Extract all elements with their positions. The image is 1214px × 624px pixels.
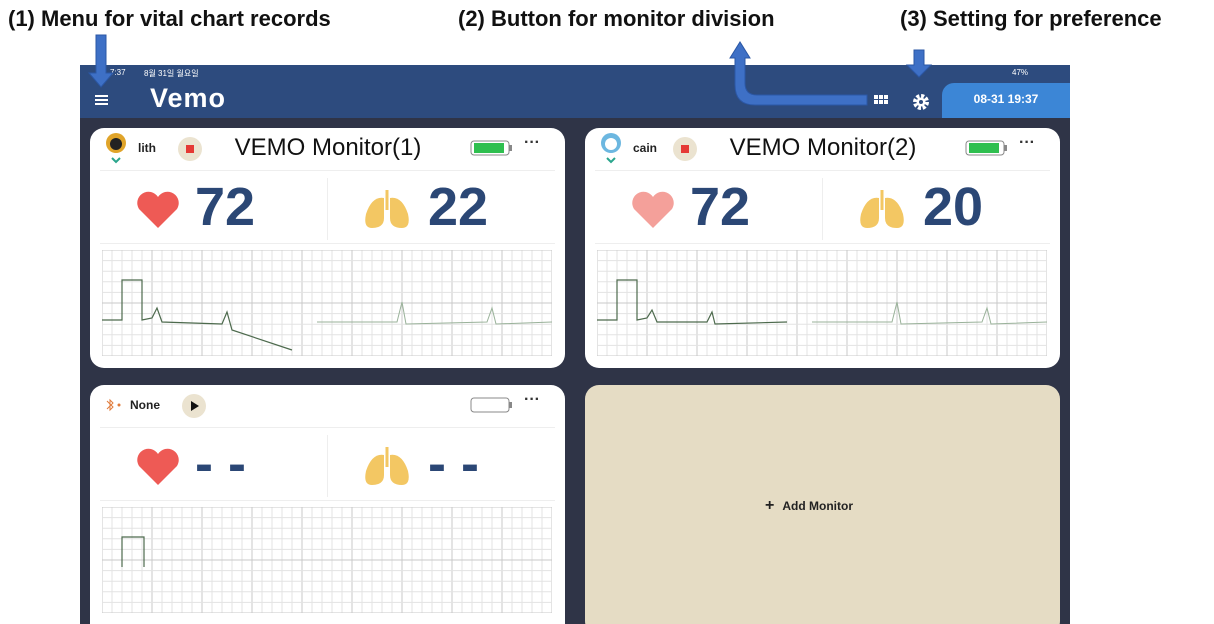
user-name: None	[130, 398, 160, 412]
heart-icon	[135, 190, 181, 230]
annotation: (1) Menu for vital chart records	[8, 6, 331, 32]
user-name: cain	[633, 141, 657, 155]
annotation: (3) Setting for preference	[900, 6, 1162, 32]
bluetooth-icon	[104, 398, 128, 412]
lung-icon	[362, 188, 412, 232]
status-time: 7:37	[110, 68, 126, 77]
avatar	[597, 132, 627, 166]
battery-icon	[470, 396, 514, 414]
add-monitor-card[interactable]: +Add Monitor	[585, 385, 1060, 624]
divider	[327, 178, 328, 240]
ecg-grid	[597, 250, 1047, 356]
division-button[interactable]	[872, 93, 890, 107]
add-monitor-text: Add Monitor	[782, 499, 853, 513]
user-name: lith	[138, 141, 156, 155]
heart-icon	[630, 190, 676, 230]
divider	[100, 427, 555, 428]
lung-icon	[857, 188, 907, 232]
divider	[595, 243, 1050, 244]
divider	[822, 178, 823, 240]
settings-button[interactable]	[911, 92, 931, 112]
resp-rate: 20	[923, 176, 983, 238]
monitor-card: cain VEMO Monitor(2) ··· 72 20	[585, 128, 1060, 368]
heart-rate: - -	[195, 433, 246, 495]
app-window: 7:37 8월 31일 월요일 47% Vemo 08-31 19:37 lit…	[80, 65, 1070, 624]
ecg-grid	[102, 250, 552, 356]
avatar	[102, 132, 132, 166]
heart-rate: 72	[690, 176, 750, 238]
logo: Vemo	[150, 83, 226, 114]
divider	[100, 243, 555, 244]
resp-rate: 22	[428, 176, 488, 238]
page: Vemo {"annotations": ["(1) Menu for vita…	[0, 0, 1214, 624]
monitor-card: None ··· - - - -	[90, 385, 565, 624]
lung-icon	[362, 445, 412, 489]
resp-rate: - -	[428, 433, 479, 495]
screen: (1) Menu for vital chart records (2) But…	[0, 0, 1214, 624]
divider	[100, 170, 555, 171]
divider	[327, 435, 328, 497]
more-button[interactable]: ···	[524, 391, 540, 409]
monitor-title: VEMO Monitor(1)	[178, 134, 478, 162]
monitor-card: lith VEMO Monitor(1) ··· 72 22	[90, 128, 565, 368]
battery-icon	[470, 139, 514, 157]
divider	[100, 500, 555, 501]
add-monitor-label: +Add Monitor	[765, 497, 853, 515]
header-bar: 7:37 8월 31일 월요일 47% Vemo 08-31 19:37	[80, 65, 1070, 118]
more-button[interactable]: ···	[524, 134, 540, 152]
datetime: 08-31 19:37	[942, 83, 1070, 118]
monitor-title: VEMO Monitor(2)	[673, 134, 973, 162]
annotation: (2) Button for monitor division	[458, 6, 775, 32]
heart-rate: 72	[195, 176, 255, 238]
play-button[interactable]	[180, 393, 208, 419]
status-battery: 47%	[1012, 68, 1028, 77]
more-button[interactable]: ···	[1019, 134, 1035, 152]
menu-button[interactable]	[92, 92, 112, 108]
divider	[595, 170, 1050, 171]
heart-icon	[135, 447, 181, 487]
battery-icon	[965, 139, 1009, 157]
ecg-grid	[102, 507, 552, 613]
status-date: 8월 31일 월요일	[144, 68, 199, 79]
